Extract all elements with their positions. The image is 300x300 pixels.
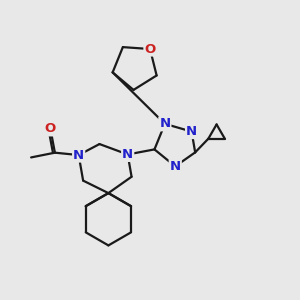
Text: N: N <box>170 160 181 173</box>
Text: N: N <box>186 125 197 138</box>
Text: O: O <box>144 43 156 56</box>
Text: N: N <box>159 117 170 130</box>
Text: N: N <box>122 148 133 161</box>
Text: N: N <box>73 148 84 162</box>
Text: O: O <box>45 122 56 135</box>
